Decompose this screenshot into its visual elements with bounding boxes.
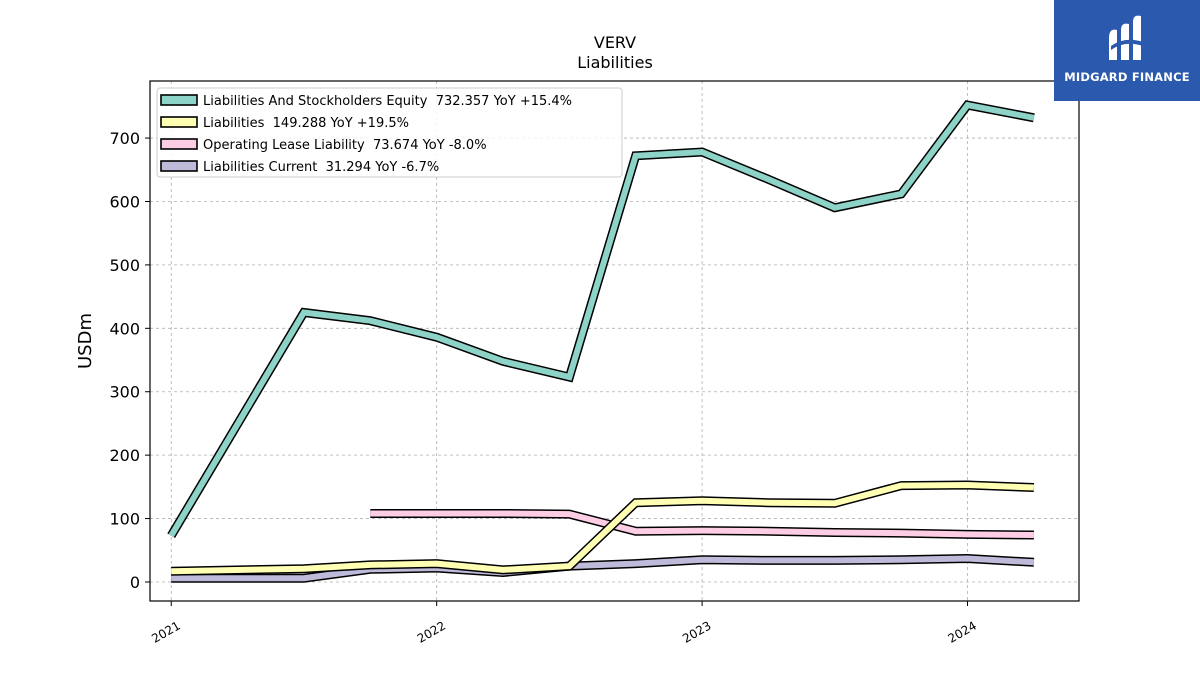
series-line [171, 481, 1035, 575]
logo-text: MIDGARD FINANCE [1064, 70, 1190, 84]
legend: Liabilities And Stockholders Equity 732.… [156, 87, 623, 178]
legend-label: Operating Lease Liability 73.674 YoY -8.… [203, 138, 487, 153]
legend-swatch [160, 116, 198, 128]
chart-title: VERV [594, 33, 636, 52]
y-axis-label: USDm [75, 313, 96, 369]
series-lines [167, 100, 1035, 583]
y-tick-label: 100 [109, 510, 140, 529]
x-tick-label: 2023 [680, 618, 713, 645]
y-tick-label: 700 [109, 129, 140, 148]
midgard-logo-icon [1109, 15, 1143, 61]
y-tick-label: 500 [109, 256, 140, 275]
x-tick-label: 2022 [415, 618, 448, 645]
legend-label: Liabilities And Stockholders Equity 732.… [203, 94, 572, 109]
series-line [370, 510, 1034, 538]
y-tick-label: 200 [109, 446, 140, 465]
y-tick-label: 0 [130, 573, 140, 592]
y-tick-label: 300 [109, 383, 140, 402]
legend-swatch [160, 94, 198, 106]
x-tick-label: 2021 [149, 618, 182, 645]
legend-swatch [160, 160, 198, 172]
midgard-finance-logo: MIDGARD FINANCE [1054, 0, 1200, 101]
x-tick-label: 2024 [946, 618, 979, 645]
y-tick-label: 600 [109, 192, 140, 211]
legend-swatch [160, 138, 198, 150]
chart-subtitle: Liabilities [577, 53, 653, 72]
legend-box [156, 87, 623, 178]
legend-label: Liabilities Current 31.294 YoY -6.7% [203, 160, 439, 175]
legend-label: Liabilities 149.288 YoY +19.5% [203, 116, 409, 131]
y-tick-label: 400 [109, 319, 140, 338]
series-line [168, 101, 1035, 538]
plot-frame [149, 80, 1080, 602]
